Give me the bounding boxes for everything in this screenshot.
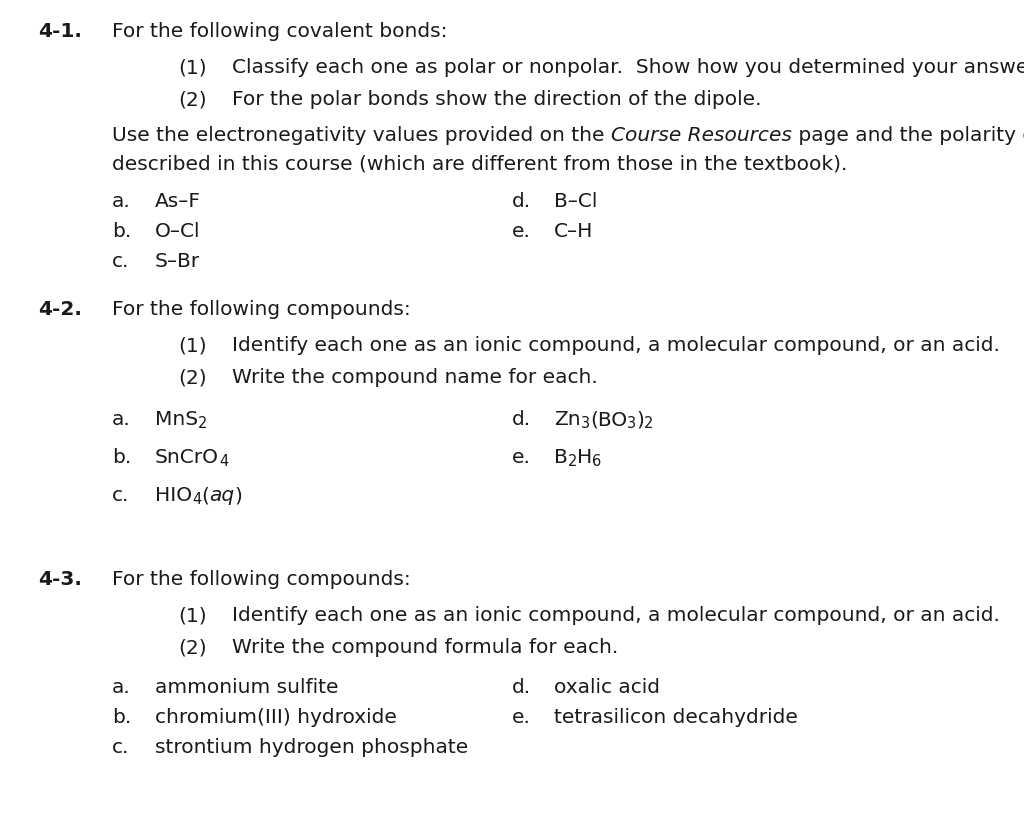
Text: Write the compound formula for each.: Write the compound formula for each. <box>232 638 618 657</box>
Text: 6: 6 <box>592 454 602 468</box>
Text: SnCrO: SnCrO <box>155 448 219 467</box>
Text: ): ) <box>636 410 644 429</box>
Text: d.: d. <box>512 678 531 697</box>
Text: (2): (2) <box>178 638 207 657</box>
Text: b.: b. <box>112 708 131 727</box>
Text: 3: 3 <box>581 415 590 430</box>
Text: S–Br: S–Br <box>155 252 200 271</box>
Text: For the polar bonds show the direction of the dipole.: For the polar bonds show the direction o… <box>232 90 762 109</box>
Text: Use the electronegativity values provided on the: Use the electronegativity values provide… <box>112 126 611 145</box>
Text: e.: e. <box>512 448 530 467</box>
Text: c.: c. <box>112 738 129 757</box>
Text: For the following covalent bonds:: For the following covalent bonds: <box>112 22 447 41</box>
Text: d.: d. <box>512 410 531 429</box>
Text: e.: e. <box>512 222 530 241</box>
Text: (: ( <box>202 486 209 505</box>
Text: B: B <box>554 448 567 467</box>
Text: B–Cl: B–Cl <box>554 192 597 211</box>
Text: For the following compounds:: For the following compounds: <box>112 570 411 589</box>
Text: (2): (2) <box>178 368 207 387</box>
Text: a.: a. <box>112 192 131 211</box>
Text: d.: d. <box>512 192 531 211</box>
Text: c.: c. <box>112 252 129 271</box>
Text: b.: b. <box>112 222 131 241</box>
Text: 2: 2 <box>644 415 653 430</box>
Text: (1): (1) <box>178 336 207 355</box>
Text: strontium hydrogen phosphate: strontium hydrogen phosphate <box>155 738 468 757</box>
Text: Identify each one as an ionic compound, a molecular compound, or an acid.: Identify each one as an ionic compound, … <box>232 606 999 625</box>
Text: a.: a. <box>112 410 131 429</box>
Text: b.: b. <box>112 448 131 467</box>
Text: 4-1.: 4-1. <box>38 22 82 41</box>
Text: For the following compounds:: For the following compounds: <box>112 300 411 319</box>
Text: chromium(III) hydroxide: chromium(III) hydroxide <box>155 708 397 727</box>
Text: oxalic acid: oxalic acid <box>554 678 660 697</box>
Text: 4: 4 <box>193 492 202 507</box>
Text: 4-2.: 4-2. <box>38 300 82 319</box>
Text: e.: e. <box>512 708 530 727</box>
Text: described in this course (which are different from those in the textbook).: described in this course (which are diff… <box>112 154 848 173</box>
Text: H: H <box>578 448 592 467</box>
Text: 4-3.: 4-3. <box>38 570 82 589</box>
Text: MnS: MnS <box>155 410 198 429</box>
Text: As–F: As–F <box>155 192 201 211</box>
Text: page and the polarity guidelines: page and the polarity guidelines <box>792 126 1024 145</box>
Text: ammonium sulfite: ammonium sulfite <box>155 678 339 697</box>
Text: C–H: C–H <box>554 222 593 241</box>
Text: Identify each one as an ionic compound, a molecular compound, or an acid.: Identify each one as an ionic compound, … <box>232 336 999 355</box>
Text: HIO: HIO <box>155 486 193 505</box>
Text: a.: a. <box>112 678 131 697</box>
Text: (1): (1) <box>178 606 207 625</box>
Text: Classify each one as polar or nonpolar.  Show how you determined your answers.: Classify each one as polar or nonpolar. … <box>232 58 1024 77</box>
Text: Write the compound name for each.: Write the compound name for each. <box>232 368 598 387</box>
Text: O–Cl: O–Cl <box>155 222 201 241</box>
Text: Course Resources: Course Resources <box>611 126 792 145</box>
Text: tetrasilicon decahydride: tetrasilicon decahydride <box>554 708 798 727</box>
Text: aq: aq <box>209 486 234 505</box>
Text: 2: 2 <box>198 415 208 430</box>
Text: 3: 3 <box>627 415 636 430</box>
Text: (1): (1) <box>178 58 207 77</box>
Text: 4: 4 <box>219 454 228 468</box>
Text: (BO: (BO <box>590 410 627 429</box>
Text: 2: 2 <box>567 454 578 468</box>
Text: Zn: Zn <box>554 410 581 429</box>
Text: ): ) <box>234 486 243 505</box>
Text: c.: c. <box>112 486 129 505</box>
Text: (2): (2) <box>178 90 207 109</box>
